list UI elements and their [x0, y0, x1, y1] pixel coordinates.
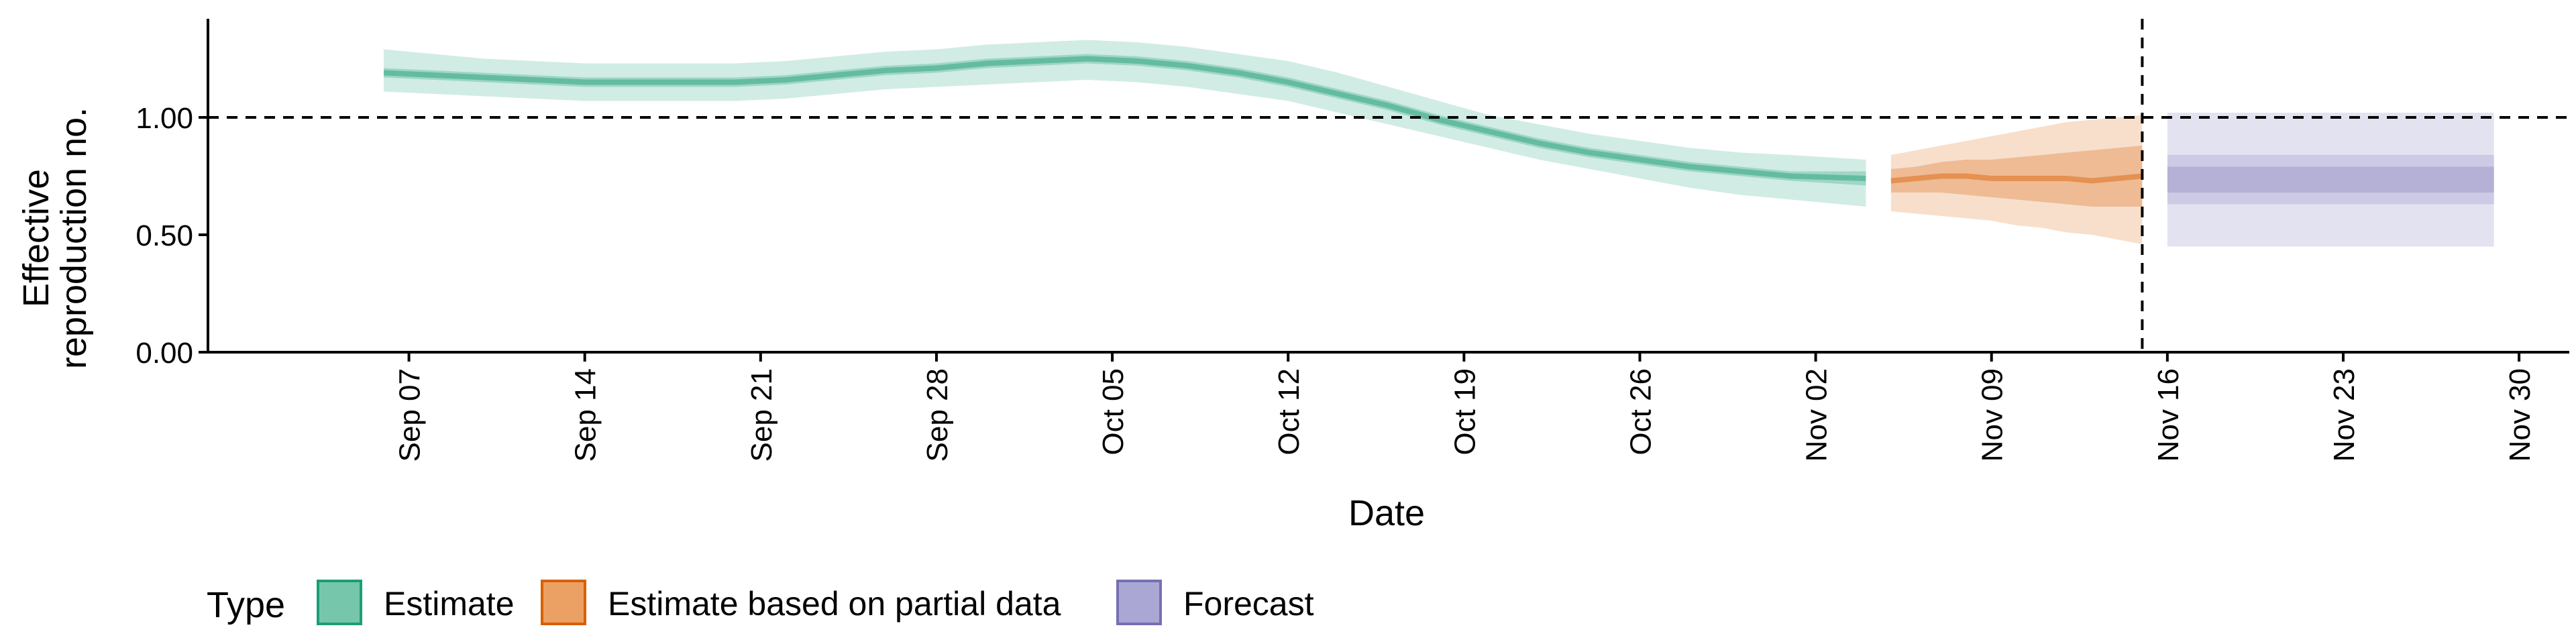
x-tick-label-6: Oct 19 — [1448, 368, 1481, 455]
series-estimate — [383, 40, 1866, 207]
plot-bands — [383, 40, 2494, 247]
x-tick-label-12: Nov 30 — [2504, 368, 2536, 462]
axes: 0.00 0.50 1.00 Sep 07 Sep 14 Sep 21 Sep 28 Oct … — [136, 19, 2569, 462]
legend-key-forecast — [1116, 580, 1162, 625]
x-tick-label-0: Sep 07 — [394, 368, 427, 462]
y-axis-title-line-2: reproduction no. — [54, 107, 94, 369]
legend-title: Type — [207, 585, 285, 625]
x-tick-label-3: Sep 28 — [921, 368, 954, 462]
legend-key-estimate-based-on-partial-data — [541, 580, 586, 625]
inner-band-estimate-based-on-partial-data — [1890, 146, 2143, 207]
legend-label-estimate-based-on-partial-data: Estimate based on partial data — [608, 585, 1061, 623]
x-tick-label-1: Sep 14 — [570, 368, 602, 462]
x-tick-label-7: Oct 26 — [1625, 368, 1658, 455]
series-estimate-based-on-partial-data — [1890, 115, 2143, 244]
outer-band-estimate — [384, 40, 1866, 207]
x-tick-label-4: Oct 05 — [1097, 368, 1130, 455]
legend-label-forecast: Forecast — [1183, 585, 1314, 623]
x-tick-label-11: Nov 23 — [2328, 368, 2361, 462]
median-line-estimate — [383, 56, 1866, 181]
x-tick-label-5: Oct 12 — [1273, 368, 1305, 455]
x-axis-title: Date — [1348, 493, 1425, 533]
outer-band-estimate-based-on-partial-data — [1890, 115, 2143, 244]
y-axis-title: Effective reproduction no. — [16, 107, 94, 369]
middle-band-forecast — [2167, 155, 2494, 205]
outer-band-forecast — [2167, 113, 2494, 247]
inner-band-estimate — [384, 54, 1866, 186]
series-forecast — [2167, 113, 2494, 247]
x-tick-label-9: Nov 09 — [1976, 368, 2009, 462]
y-tick-label-2: 1.00 — [136, 102, 193, 135]
legend-key-estimate — [317, 580, 362, 625]
y-axis-title-line-1: Effective — [16, 169, 56, 307]
y-tick-label-1: 0.50 — [136, 219, 193, 252]
x-tick-label-8: Nov 02 — [1801, 368, 1833, 462]
x-tick-label-10: Nov 16 — [2152, 368, 2185, 462]
x-tick-label-2: Sep 21 — [745, 368, 778, 462]
y-tick-label-0: 0.00 — [136, 337, 193, 370]
median-line-estimate-based-on-partial-data — [1890, 173, 2143, 184]
legend: Type Estimate Estimate based on partial d… — [207, 580, 1314, 625]
inner-band-forecast — [2167, 166, 2494, 193]
legend-label-estimate: Estimate — [384, 585, 515, 623]
